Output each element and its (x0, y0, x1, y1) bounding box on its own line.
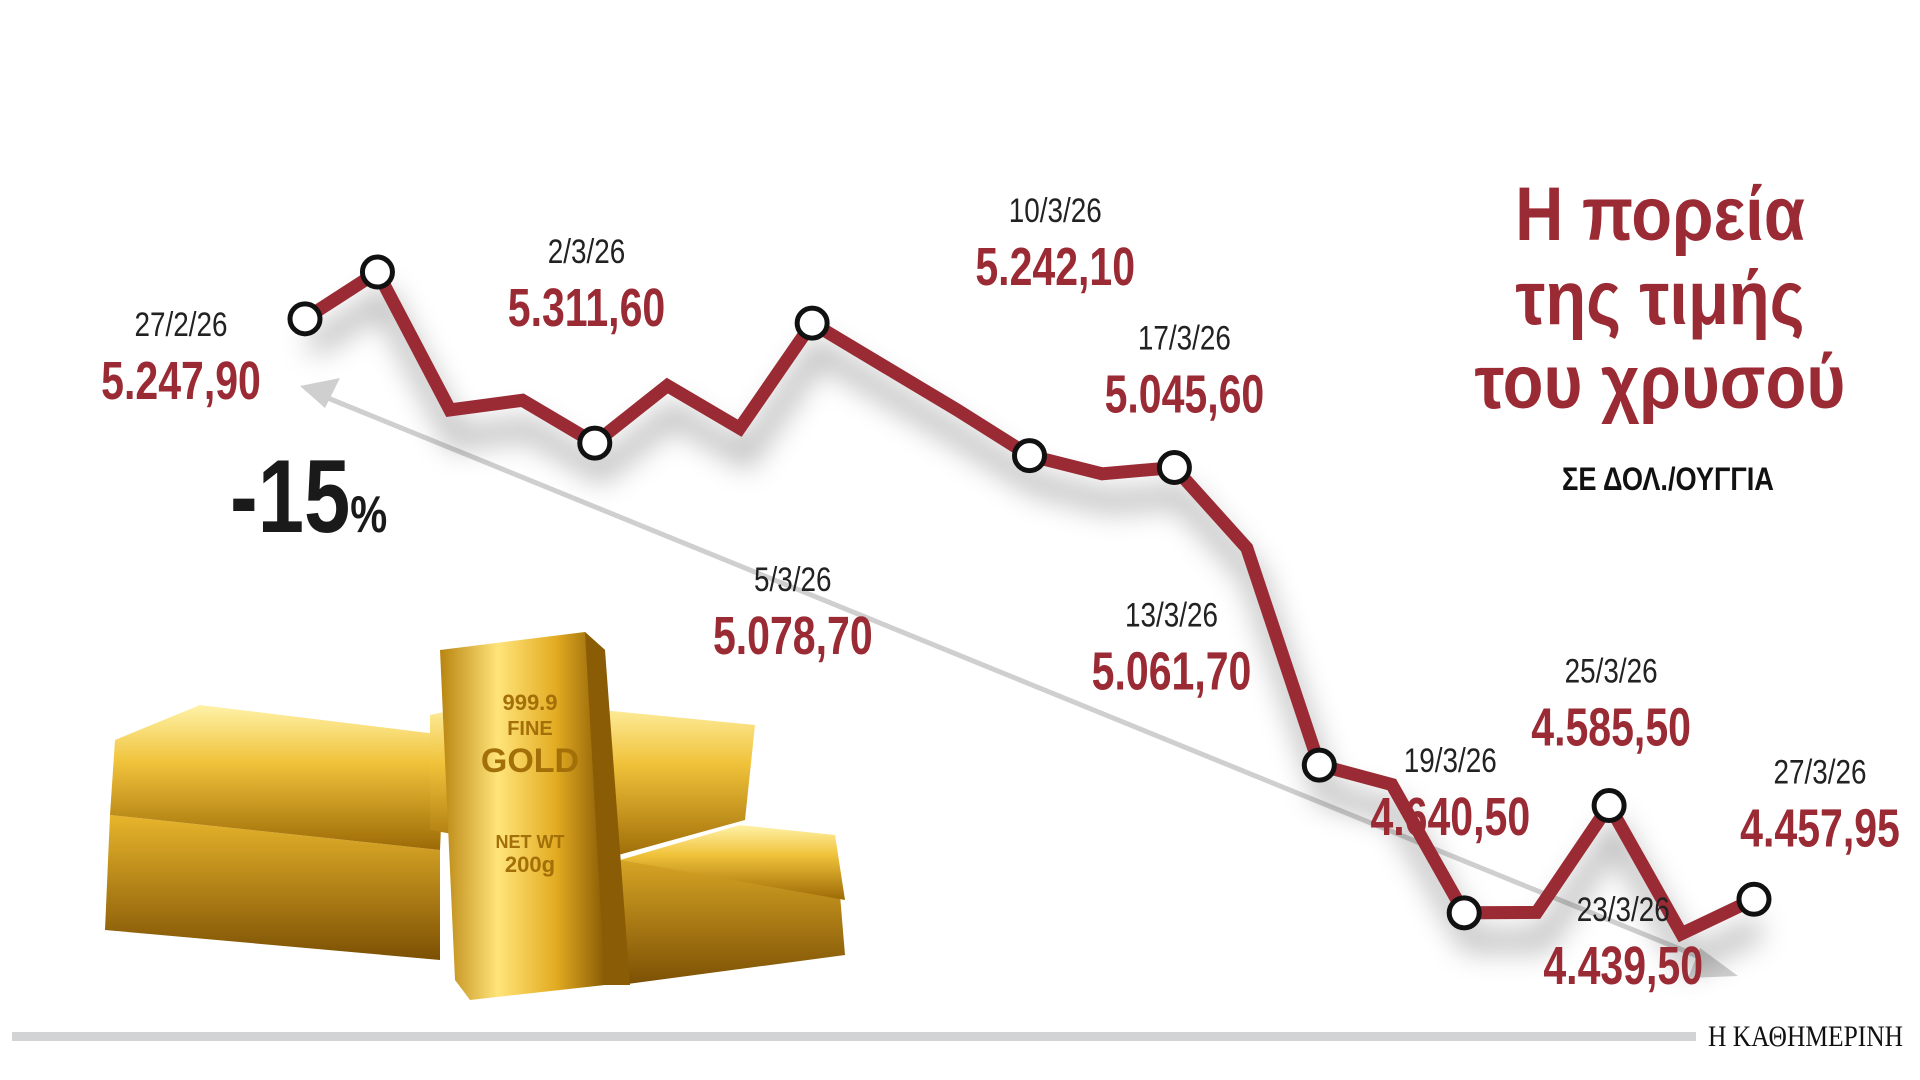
data-point-marker (287, 301, 323, 337)
engraving-fine: FINE (507, 718, 553, 740)
value-label: 5.242,10 (975, 238, 1135, 298)
value-label: 5.061,70 (1092, 642, 1252, 702)
value-label: 5.045,60 (1105, 365, 1265, 425)
value-label: 4.640,50 (1370, 788, 1530, 848)
value-label: 4.457,95 (1740, 799, 1900, 859)
data-point-marker (1301, 747, 1337, 783)
engraving-weight: 200g (505, 852, 555, 877)
data-point-marker (794, 305, 830, 341)
value-label: 4.439,50 (1543, 937, 1703, 997)
date-label: 13/3/26 (1125, 596, 1218, 634)
date-label: 5/3/26 (754, 560, 831, 598)
data-point-marker (359, 254, 395, 290)
date-label: 23/3/26 (1577, 890, 1670, 928)
data-labels: 27/2/26 5.247,90 2/3/26 5.311,60 5/3/26 5.078… (101, 191, 1900, 996)
gold-bar-engraving: 999.9 FINE GOLD NET WT 200g (481, 690, 579, 877)
value-label: 5.311,60 (508, 279, 665, 339)
gold-bar (105, 815, 440, 960)
chart-subtitle: ΣΕ ΔΟΛ./ΟΥΓΓΙΑ (1562, 462, 1774, 498)
date-label: 27/3/26 (1774, 753, 1867, 791)
chart-title-line: του χρυσού (1475, 340, 1846, 425)
data-point-marker (1012, 438, 1047, 474)
data-point-marker (1591, 788, 1627, 824)
gold-bar (440, 632, 605, 1000)
date-label: 10/3/26 (1009, 191, 1102, 229)
gold-bar (110, 705, 445, 850)
date-label: 27/2/26 (135, 305, 228, 343)
engraving-gold: GOLD (481, 742, 579, 780)
value-label: 5.247,90 (101, 352, 261, 412)
source-logo: Η ΚΑΘΗΜΕΡΙΝΗ (1708, 1020, 1903, 1053)
data-point-marker (1156, 449, 1192, 485)
date-label: 19/3/26 (1404, 741, 1497, 779)
data-point-marker (1446, 895, 1482, 931)
gold-bar (620, 825, 845, 900)
gold-bar (585, 632, 630, 985)
date-label: 25/3/26 (1565, 652, 1658, 690)
change-percent: -15% (230, 438, 387, 554)
markers (287, 254, 1772, 931)
change-percent-unit: % (350, 485, 387, 544)
bottom-rule (12, 1032, 1696, 1041)
trend-arrowhead-start (300, 378, 340, 408)
change-percent-value: -15 (230, 438, 350, 554)
date-label: 17/3/26 (1138, 319, 1231, 357)
chart-title-line: της τιμής (1515, 256, 1804, 341)
data-point-marker (1736, 881, 1772, 917)
chart-title: Η πορεία της τιμής του χρυσού (1475, 172, 1846, 425)
value-label: 5.078,70 (713, 607, 873, 667)
engraving-net-wt: NET WT (496, 832, 565, 852)
date-label: 2/3/26 (548, 232, 625, 270)
gold-bars-illustration: 999.9 FINE GOLD NET WT 200g (105, 632, 845, 1000)
chart-title-line: Η πορεία (1515, 172, 1805, 257)
data-point-marker (577, 425, 613, 461)
engraving-purity: 999.9 (502, 690, 557, 715)
line-shadow (305, 285, 1765, 975)
value-label: 4.585,50 (1531, 698, 1691, 758)
